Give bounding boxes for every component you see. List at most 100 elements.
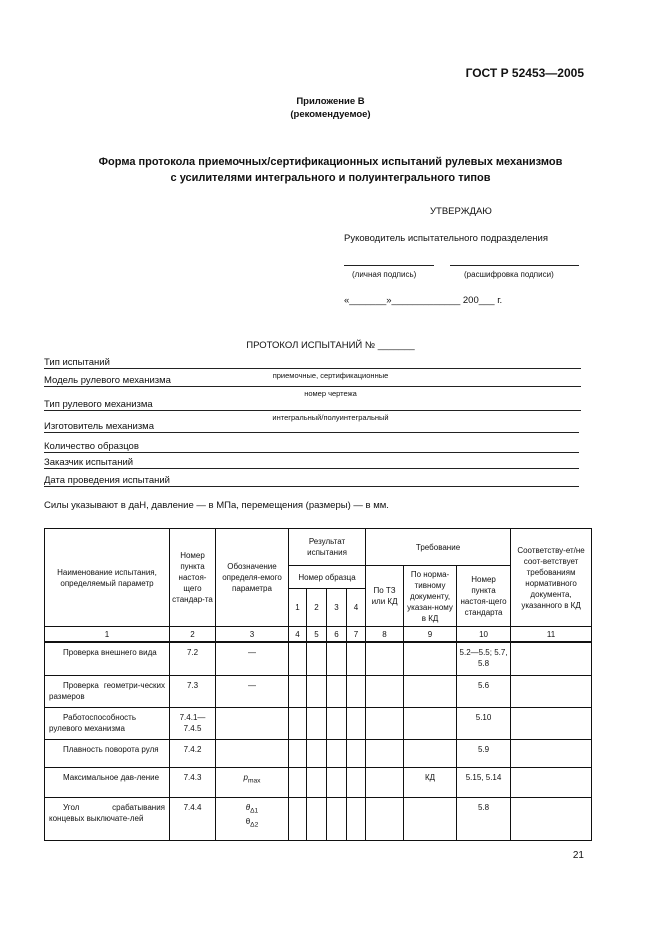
sample-cell[interactable] (288, 766, 307, 798)
sample-cell[interactable] (326, 738, 347, 768)
column-number: 6 (326, 626, 347, 643)
sample-cell[interactable] (288, 738, 307, 768)
protocol-title: ПРОТОКОЛ ИСПЫТАНИЙ № _______ (246, 340, 415, 351)
sample-cell[interactable] (306, 706, 327, 740)
conformity-cell[interactable] (510, 706, 593, 740)
conformity-cell[interactable] (510, 766, 593, 798)
column-number: 11 (510, 626, 593, 643)
tz-cell[interactable] (365, 766, 405, 798)
field-hint: приемочные, сертификационные (272, 371, 389, 380)
sample-cell[interactable] (345, 674, 367, 708)
conformity-cell[interactable] (510, 796, 593, 841)
nd-cell (403, 674, 458, 708)
tz-cell[interactable] (365, 706, 405, 740)
nd-cell (403, 796, 458, 841)
field-line[interactable] (44, 468, 579, 469)
sample-1: 1 (288, 588, 307, 627)
test-name: Проверка внешнего вида (44, 641, 170, 676)
decode-hint: (расшифровка подписи) (464, 270, 554, 279)
column-number: 8 (365, 626, 405, 643)
sample-cell[interactable] (326, 641, 347, 676)
test-name: Проверка геометри-ческих размеров (44, 674, 170, 708)
symbol: — (215, 641, 289, 676)
field-label: Модель рулевого механизма (44, 375, 172, 386)
sample-cell[interactable] (345, 706, 367, 740)
sample-cell[interactable] (326, 796, 347, 841)
sample-3: 3 (326, 588, 347, 627)
units-note: Силы указывают в даН, давление — в МПа, … (44, 500, 389, 511)
sample-cell[interactable] (345, 796, 367, 841)
sample-cell[interactable] (288, 641, 307, 676)
nd-cell (403, 641, 458, 676)
nd-cell: КД (403, 766, 458, 798)
header-tz: По ТЗ или КД (365, 565, 405, 627)
sample-cell[interactable] (326, 706, 347, 740)
column-number: 2 (169, 626, 216, 643)
standard-number: ГОСТ Р 52453—2005 (465, 66, 584, 80)
nd-cell (403, 706, 458, 740)
symbol (215, 738, 289, 768)
test-name: Плавность поворота руля (44, 738, 170, 768)
tz-cell[interactable] (365, 796, 405, 841)
test-name: Угол срабатывания концевых выключате-лей (44, 796, 170, 841)
test-table: Наименование испытания, определяемый пар… (44, 528, 593, 841)
table-row: Плавность поворота руля 7.4.2 5.9 (44, 738, 593, 768)
sample-cell[interactable] (345, 766, 367, 798)
sample-cell[interactable] (306, 796, 327, 841)
conformity-cell[interactable] (510, 641, 593, 676)
sample-cell[interactable] (288, 706, 307, 740)
decode-line (450, 265, 579, 266)
head-label: Руководитель испытательного подразделени… (344, 233, 549, 244)
sample-cell[interactable] (288, 796, 307, 841)
field-line[interactable] (44, 432, 579, 433)
page-number: 21 (572, 850, 584, 861)
test-name: Максимальное дав-ление (44, 766, 170, 798)
field-line[interactable] (44, 410, 581, 411)
field-line[interactable] (44, 452, 579, 453)
tz-cell[interactable] (365, 641, 405, 676)
field-line[interactable] (44, 486, 579, 487)
table-row: Работоспособность рулевого механизма 7.4… (44, 706, 593, 740)
header-symbol: Обозначение определя-емого параметра (215, 528, 289, 627)
clause: 7.4.2 (169, 738, 216, 768)
sample-cell[interactable] (345, 641, 367, 676)
conformity-cell[interactable] (510, 738, 593, 768)
tz-cell[interactable] (365, 674, 405, 708)
sample-cell[interactable] (306, 738, 327, 768)
table-row: Проверка внешнего вида 7.2 — 5.2—5.5; 5.… (44, 641, 593, 676)
conformity-cell[interactable] (510, 674, 593, 708)
header-name: Наименование испытания, определяемый пар… (44, 528, 170, 627)
sample-cell[interactable] (326, 674, 347, 708)
table-row: Угол срабатывания концевых выключате-лей… (44, 796, 593, 841)
approval-date: «_______»_____________ 200___ г. (344, 295, 503, 306)
table-row: Максимальное дав-ление 7.4.3 pmax КД 5.1… (44, 766, 593, 798)
sample-cell[interactable] (345, 738, 367, 768)
std-clause: 5.2—5.5; 5.7, 5.8 (456, 641, 512, 676)
field-label: Тип рулевого механизма (44, 399, 154, 410)
std-clause: 5.9 (456, 738, 512, 768)
field-line[interactable] (44, 386, 581, 387)
field-label: Количество образцов (44, 441, 140, 452)
std-clause: 5.10 (456, 706, 512, 740)
column-number: 7 (345, 626, 367, 643)
sample-cell[interactable] (306, 766, 327, 798)
appendix-note: (рекомендуемое) (290, 109, 371, 120)
sample-cell[interactable] (306, 674, 327, 708)
std-clause: 5.15, 5.14 (456, 766, 512, 798)
field-line[interactable] (44, 368, 581, 369)
field-hint: интегральный/полуинтегральный (272, 413, 389, 422)
tz-cell[interactable] (365, 738, 405, 768)
header-nd: По норма-тивному документу, указан-ному … (403, 565, 458, 627)
form-title-line2: с усилителями интегрального и полуинтегр… (170, 172, 491, 184)
sample-cell[interactable] (288, 674, 307, 708)
column-number: 3 (215, 626, 289, 643)
test-name: Работоспособность рулевого механизма (44, 706, 170, 740)
clause: 7.3 (169, 674, 216, 708)
header-sample: Номер образца (287, 565, 367, 589)
header-std: Номер пункта настоя-щего стандарта (456, 565, 512, 627)
symbol: θΔ1 θΔ2 (215, 796, 289, 841)
sample-cell[interactable] (326, 766, 347, 798)
sample-cell[interactable] (306, 641, 327, 676)
symbol (215, 706, 289, 740)
